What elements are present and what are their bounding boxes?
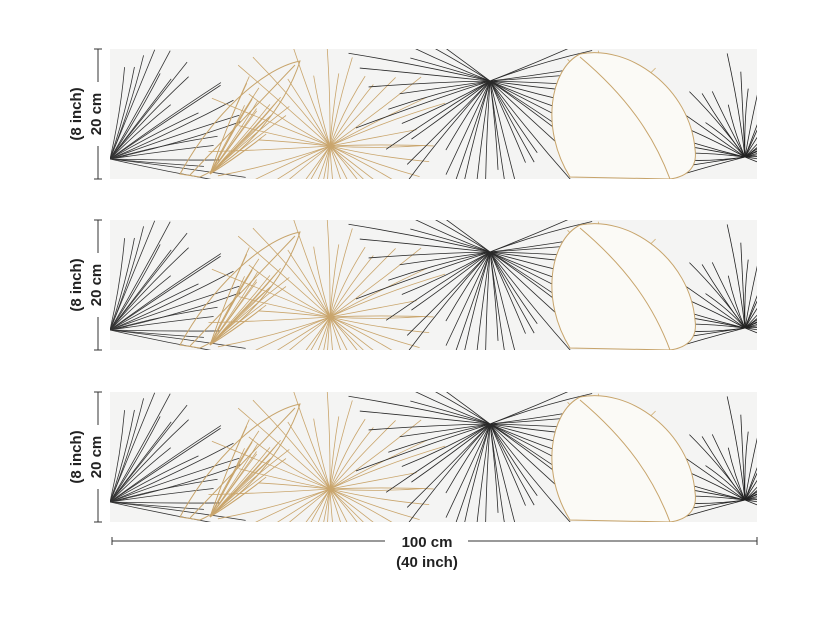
height-cm: 20 cm <box>88 264 105 307</box>
width-dimension: 100 cm (40 inch) <box>111 534 758 571</box>
height-inch: (8 inch) <box>68 87 85 140</box>
strip <box>110 340 830 612</box>
height-cm: 20 cm <box>88 436 105 479</box>
height-inch: (8 inch) <box>68 258 85 311</box>
height-inch: (8 inch) <box>68 430 85 483</box>
width-inch: (40 inch) <box>396 554 458 571</box>
height-dimension: 20 cm (8 inch) <box>68 48 108 180</box>
height-dimension: 20 cm (8 inch) <box>68 391 108 523</box>
width-cm: 100 cm <box>402 534 453 551</box>
height-cm: 20 cm <box>88 93 105 136</box>
height-dimension: 20 cm (8 inch) <box>68 219 108 351</box>
